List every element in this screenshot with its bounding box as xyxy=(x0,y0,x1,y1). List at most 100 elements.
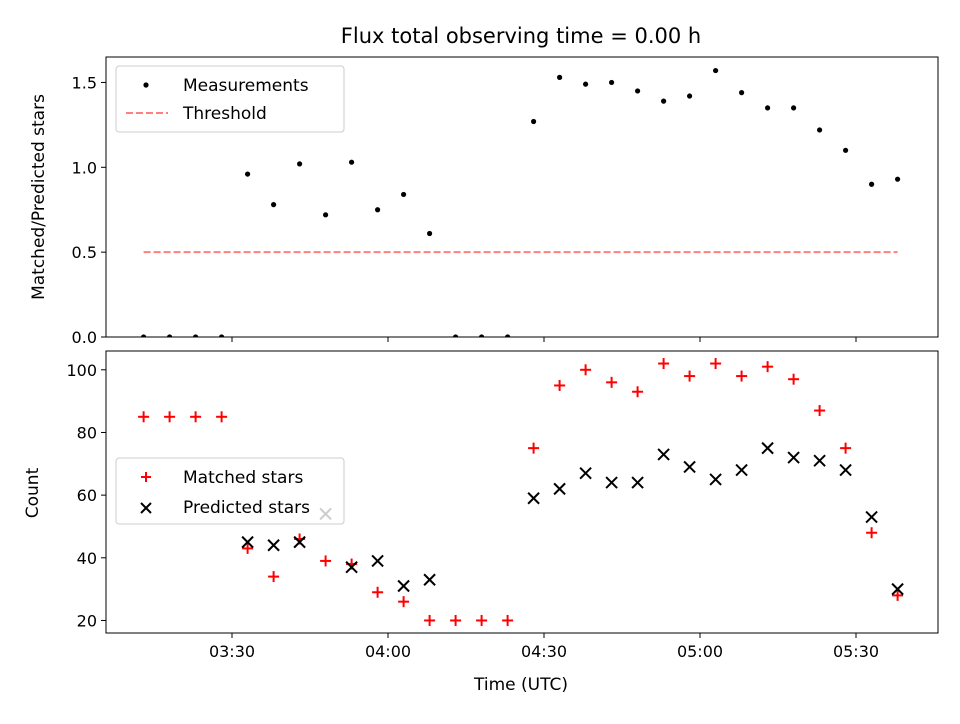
measurements-point xyxy=(219,334,225,337)
measurements-point xyxy=(245,171,251,177)
matched-stars-point xyxy=(684,370,696,382)
measurements-point xyxy=(453,334,459,337)
bottom-y-tick-label: 100 xyxy=(66,361,97,380)
predicted-stars-point xyxy=(293,535,306,549)
matched-stars-point xyxy=(242,542,254,554)
measurements-point xyxy=(375,207,381,213)
bottom-y-tick-label: 40 xyxy=(77,549,97,568)
x-axis-label: Time (UTC) xyxy=(473,675,568,695)
predicted-stars-point xyxy=(657,448,670,461)
predicted-stars-point xyxy=(891,582,904,596)
predicted-stars-point xyxy=(735,463,748,477)
predicted-stars-point xyxy=(761,441,774,455)
measurements-point xyxy=(583,81,589,87)
matched-stars-point xyxy=(632,386,644,398)
measurements-point xyxy=(687,93,693,99)
bottom-y-tick-label: 80 xyxy=(77,423,97,442)
matched-stars-point xyxy=(710,358,722,370)
matched-stars-point xyxy=(788,373,800,385)
top-legend: Measurements Threshold xyxy=(115,65,345,133)
bottom-plot-area: 20 40 60 80 100 03:30 04:00 04:30 05:00 05:30 xyxy=(66,350,939,661)
matched-stars-point xyxy=(866,527,878,539)
x-tick-label: 05:30 xyxy=(833,642,879,661)
measurements-point xyxy=(271,202,277,208)
measurements-point xyxy=(505,334,511,337)
matched-stars-point xyxy=(398,596,410,608)
measurements-point xyxy=(869,181,875,187)
top-legend-box xyxy=(115,65,345,133)
matched-stars-point xyxy=(424,614,436,626)
matched-stars-point xyxy=(372,586,384,598)
bottom-axes-frame xyxy=(105,350,939,634)
measurements-point xyxy=(141,334,147,337)
legend-threshold-label: Threshold xyxy=(182,104,267,124)
predicted-stars-point xyxy=(371,554,384,568)
predicted-stars-point xyxy=(787,451,800,464)
legend-matched-label: Matched stars xyxy=(183,468,303,488)
measurements-point xyxy=(531,118,537,125)
top-y-tick-label: 0.5 xyxy=(72,243,97,262)
predicted-stars-point xyxy=(839,463,852,477)
predicted-stars-point xyxy=(527,492,540,505)
matched-stars-point xyxy=(892,589,904,601)
measurements-point xyxy=(609,79,615,86)
measurements-point xyxy=(635,88,641,94)
measurements-point xyxy=(817,127,823,133)
matched-stars-point xyxy=(320,555,332,567)
predicted-stars-point xyxy=(865,510,878,524)
matched-stars-point xyxy=(190,411,202,423)
measurements-point xyxy=(427,230,433,237)
matched-stars-point xyxy=(554,379,566,391)
bottom-y-axis-label: Count xyxy=(23,467,43,518)
measurements-point xyxy=(193,334,199,337)
bottom-legend: Matched stars Predicted stars xyxy=(115,457,345,525)
bottom-y-tick-label: 60 xyxy=(77,486,97,505)
matched-stars-point xyxy=(814,405,826,417)
top-data-layer xyxy=(141,67,901,337)
measurements-point xyxy=(479,334,485,337)
measurements-point xyxy=(739,90,745,96)
matched-stars-point xyxy=(736,370,748,382)
top-y-tick-label: 1.0 xyxy=(72,158,97,177)
matched-stars-point xyxy=(502,614,514,626)
x-tick-label: 03:30 xyxy=(209,642,255,661)
predicted-stars-point xyxy=(267,539,280,552)
predicted-stars-point xyxy=(345,560,358,574)
measurements-point xyxy=(895,176,901,182)
matched-stars-point xyxy=(164,411,176,423)
bottom-data-layer xyxy=(138,358,904,626)
matched-stars-point xyxy=(580,364,592,376)
matched-stars-point xyxy=(138,411,150,423)
predicted-stars-point xyxy=(241,535,254,549)
matched-stars-point xyxy=(268,571,280,583)
measurements-point xyxy=(323,212,329,218)
legend-measurements-marker xyxy=(143,82,149,88)
measurements-point xyxy=(765,105,771,111)
matched-stars-point xyxy=(658,358,670,370)
legend-measurements-label: Measurements xyxy=(183,76,309,96)
measurements-point xyxy=(843,147,849,153)
matched-stars-point xyxy=(528,442,540,454)
predicted-stars-point xyxy=(813,454,826,467)
predicted-stars-point xyxy=(553,482,566,496)
measurements-point xyxy=(401,191,407,198)
top-y-tick-label: 1.5 xyxy=(72,73,97,92)
predicted-stars-point xyxy=(579,466,592,480)
predicted-stars-point xyxy=(423,573,436,586)
matched-stars-point xyxy=(216,411,228,423)
x-tick-label: 05:00 xyxy=(677,642,723,661)
x-tick-label: 04:30 xyxy=(521,642,567,661)
measurements-point xyxy=(791,105,797,111)
matched-stars-point xyxy=(450,614,462,626)
legend-predicted-marker xyxy=(140,502,152,514)
bottom-y-tick-label: 20 xyxy=(77,611,97,630)
predicted-stars-point xyxy=(709,473,722,486)
top-y-tick-label: 0.0 xyxy=(72,328,97,347)
predicted-stars-point xyxy=(605,476,618,489)
matched-stars-point xyxy=(476,614,488,626)
top-chart-title: Flux total observing time = 0.00 h xyxy=(341,24,701,48)
measurements-point xyxy=(661,98,667,104)
bottom-legend-box xyxy=(115,457,345,525)
top-axes-frame xyxy=(105,56,939,338)
